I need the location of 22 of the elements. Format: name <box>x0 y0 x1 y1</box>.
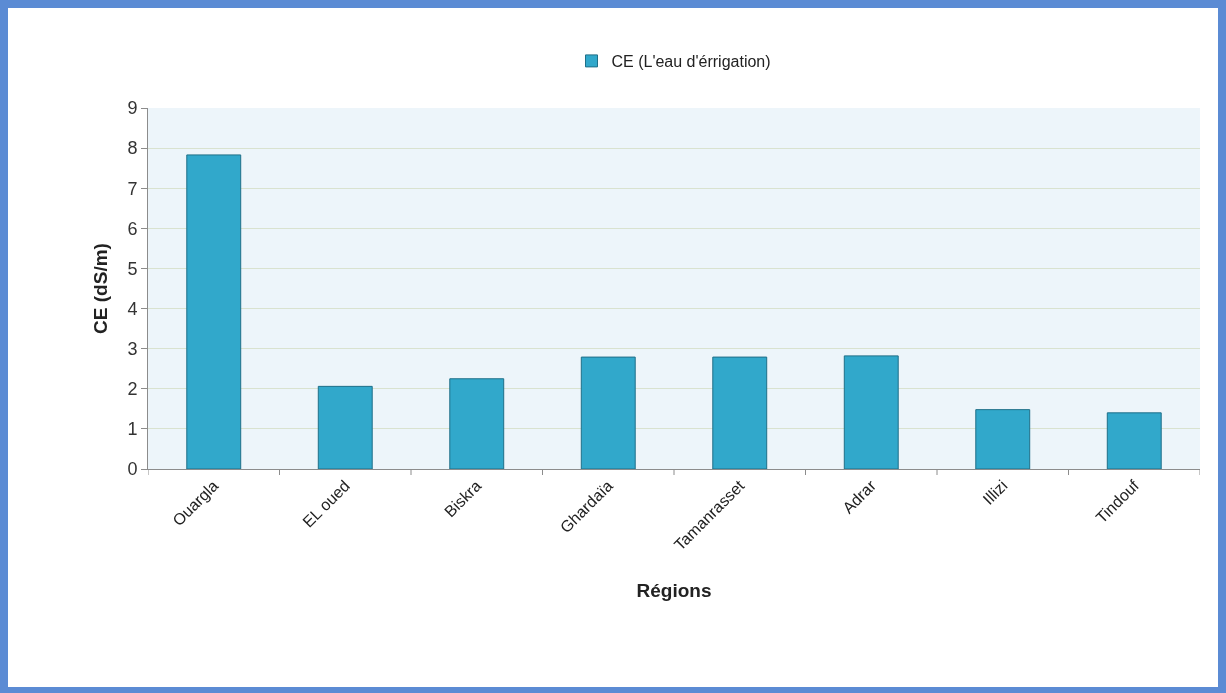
bar <box>317 385 373 469</box>
y-tick-label: 2 <box>127 379 138 400</box>
y-tick-label: 5 <box>127 258 138 279</box>
x-tick-label: Illizi <box>979 476 1011 508</box>
y-tick-label: 4 <box>127 298 138 319</box>
bar <box>449 378 505 469</box>
y-tick-label: 0 <box>127 459 138 480</box>
bar <box>1106 412 1162 469</box>
bar <box>580 356 636 469</box>
y-tick-label: 3 <box>127 338 138 359</box>
bar <box>712 356 768 469</box>
y-tick-label: 1 <box>127 419 138 440</box>
bar <box>975 409 1031 469</box>
y-tick-label: 8 <box>127 138 138 159</box>
x-axis-title: Régions <box>636 579 712 601</box>
legend-label: CE (L'eau d'érrigation) <box>611 53 771 71</box>
bar <box>843 355 899 469</box>
y-tick-label: 6 <box>127 218 138 239</box>
y-axis-title: CE (dS/m) <box>90 243 112 334</box>
y-tick-label: 7 <box>127 178 138 199</box>
bar <box>186 154 242 469</box>
y-tick-label: 9 <box>127 98 138 119</box>
